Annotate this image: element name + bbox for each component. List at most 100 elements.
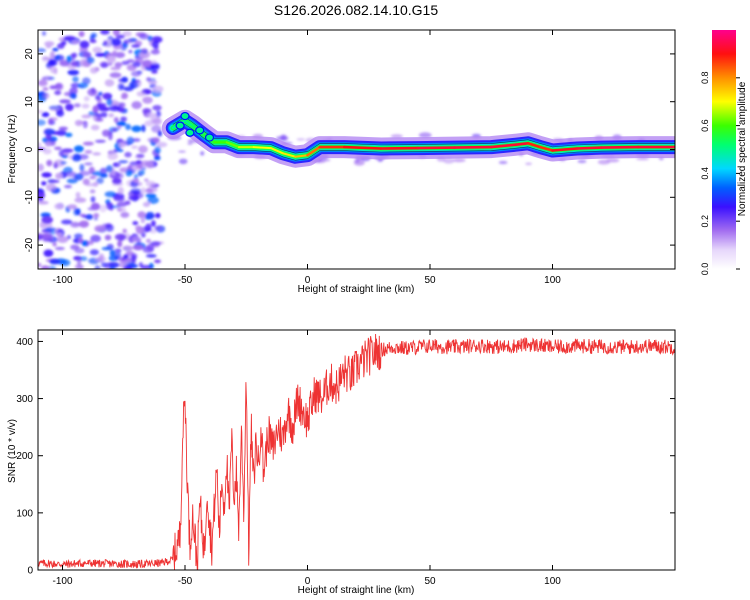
- noise-speckle: [125, 169, 133, 177]
- noise-speckle: [73, 103, 81, 108]
- noise-speckle: [38, 119, 46, 126]
- noise-speckle: [38, 110, 44, 114]
- noise-speckle: [152, 137, 160, 144]
- snr-y-label: SNR (10 * v/v): [7, 419, 18, 483]
- noise-speckle: [123, 265, 133, 269]
- noise-speckle: [74, 197, 87, 203]
- noise-speckle: [78, 31, 85, 37]
- noise-speckle: [142, 108, 152, 114]
- noise-speckle: [131, 125, 142, 133]
- noise-speckle: [74, 233, 83, 239]
- noise-speckle: [114, 255, 120, 261]
- noise-speckle: [89, 249, 99, 256]
- noise-speckle: [125, 38, 133, 44]
- noise-speckle: [498, 160, 508, 165]
- noise-speckle: [105, 202, 113, 210]
- noise-speckle: [89, 175, 97, 180]
- noise-speckle: [115, 34, 125, 39]
- noise-speckle: [112, 128, 117, 132]
- ridge-core-segment: [269, 147, 284, 155]
- y-tick-label: 300: [16, 394, 33, 405]
- ridge-core-segment: [342, 145, 383, 150]
- noise-speckle: [130, 188, 142, 194]
- noise-speckle: [122, 30, 132, 37]
- ridge-blob: [175, 121, 185, 130]
- noise-speckle: [56, 232, 62, 237]
- noise-speckle: [124, 151, 132, 158]
- ridge-core-segment: [489, 143, 518, 149]
- noise-speckle: [117, 142, 126, 148]
- noise-speckle: [79, 256, 88, 262]
- noise-speckle: [120, 116, 127, 122]
- noise-speckle: [152, 85, 164, 93]
- noise-speckle: [58, 126, 68, 131]
- noise-speckle: [101, 262, 109, 268]
- noise-speckle: [112, 30, 120, 36]
- noise-speckle: [90, 234, 101, 243]
- noise-speckle: [57, 236, 69, 243]
- noise-speckle: [139, 33, 150, 40]
- snr-line: [38, 333, 675, 570]
- noise-speckle: [112, 162, 121, 168]
- noise-speckle: [152, 118, 162, 125]
- noise-speckle: [142, 96, 153, 104]
- x-tick-label: 50: [424, 576, 436, 587]
- noise-speckle: [42, 92, 50, 99]
- noise-speckle: [131, 145, 138, 149]
- noise-speckle: [99, 167, 108, 174]
- colorbar: 0.0 0.2 0.4 0.6 0.8 Normalized spectral ampl…: [700, 30, 748, 275]
- noise-speckle: [443, 157, 455, 164]
- noise-speckle: [64, 171, 77, 177]
- noise-speckle: [74, 173, 84, 181]
- noise-speckle: [418, 132, 432, 139]
- noise-speckle: [121, 92, 128, 100]
- noise-speckle: [75, 191, 81, 199]
- noise-speckle: [95, 52, 106, 57]
- y-tick-label: 400: [16, 337, 33, 348]
- ridge-blob: [195, 126, 205, 135]
- colorbar-label: Normalized spectral amplitude: [737, 81, 748, 216]
- noise-speckle: [74, 263, 84, 269]
- noise-speckle: [98, 91, 103, 96]
- noise-speckle: [47, 58, 58, 67]
- noise-speckle: [96, 103, 107, 107]
- ridge-core-segment: [538, 145, 554, 152]
- noise-speckle: [45, 183, 57, 192]
- noise-speckle: [89, 189, 96, 194]
- noise-speckle: [131, 44, 141, 48]
- noise-speckle: [41, 181, 47, 186]
- noise-speckle: [153, 156, 161, 161]
- x-tick-label: -100: [52, 275, 72, 286]
- y-tick-label: 0: [27, 566, 33, 577]
- noise-speckle: [132, 244, 144, 251]
- noise-speckle: [106, 165, 113, 173]
- noise-speckle: [47, 179, 60, 184]
- colorbar-tick-label: 0.6: [700, 119, 710, 132]
- ridge-outline: [172, 116, 675, 154]
- ridge-core-segment: [416, 146, 456, 150]
- noise-speckle: [55, 172, 63, 180]
- noise-speckle: [131, 101, 142, 110]
- noise-speckle: [116, 121, 127, 127]
- noise-speckle: [114, 233, 127, 241]
- noise-speckle: [93, 217, 98, 221]
- noise-speckle: [116, 201, 128, 207]
- noise-speckle: [135, 153, 145, 158]
- spectrogram-x-label: Height of straight line (km): [298, 284, 415, 295]
- noise-speckle: [87, 88, 98, 97]
- colorbar-tick-label: 0.0: [700, 263, 710, 276]
- noise-speckle: [98, 253, 105, 260]
- noise-speckle: [81, 114, 92, 119]
- snr-frame: [37, 329, 676, 571]
- noise-speckle: [114, 52, 126, 58]
- noise-speckle: [54, 246, 65, 251]
- noise-speckle: [84, 162, 93, 166]
- noise-speckle: [70, 221, 80, 228]
- noise-speckle: [71, 40, 80, 45]
- noise-speckle: [145, 180, 156, 187]
- noise-speckle: [99, 204, 107, 213]
- noise-speckle: [38, 234, 43, 241]
- frequency-ridge: [161, 109, 675, 168]
- noise-speckle: [141, 59, 153, 68]
